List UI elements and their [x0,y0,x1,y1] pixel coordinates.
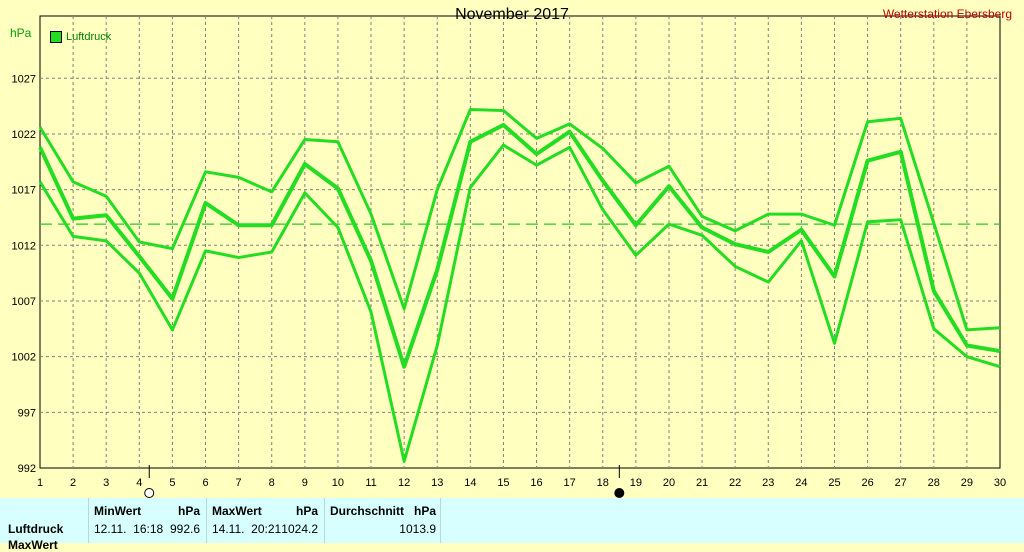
divider [324,498,325,543]
y-tick-label: 992 [18,463,36,475]
x-tick-label: 26 [861,477,873,489]
series-line-min [38,143,1001,463]
station-name: Wetterstation Ebersberg [882,7,1012,21]
y-tick-label: 1002 [12,352,36,364]
x-tick-label: 30 [994,477,1006,489]
x-tick-label: 28 [928,477,940,489]
stats-row-label: Luftdruck [8,522,64,536]
min-date: 12.11. 16:18 [94,522,164,536]
full-moon-icon [144,488,155,498]
x-tick-label: 19 [630,477,642,489]
avg-column: Durchschnitt hPa 1013.9 [330,498,436,543]
y-tick-label: 1007 [12,296,36,308]
x-tick-label: 20 [663,477,675,489]
min-value: 992.6 [169,522,200,536]
min-column: MinWert hPa 12.11. 16:18 992.6 [94,498,204,543]
max-date: 14.11. 20:21 [212,522,282,536]
y-tick-label: 1017 [12,185,36,197]
x-tick-label: 18 [597,477,609,489]
legend: Luftdruck [50,31,111,43]
x-tick-label: 13 [431,477,443,489]
x-tick-label: 15 [497,477,509,489]
y-axis-unit: hPa [10,26,32,40]
avg-unit: hPa [413,504,436,518]
plot-area [39,15,1001,469]
max-unit: hPa [295,504,318,518]
x-tick-label: 2 [70,477,76,489]
x-tick-label: 4 [136,477,142,489]
x-tick-label: 27 [895,477,907,489]
x-tick-label: 1 [37,477,43,489]
divider [440,498,441,543]
x-tick-label: 5 [169,477,175,489]
stats-panel: Luftdruck MaxWert MinWert hPa 12.11. 16:… [0,498,1024,552]
x-tick-label: 11 [365,477,376,489]
avg-header: Durchschnitt [330,504,405,518]
series-line-luftdruck [38,123,1001,369]
x-tick-label: 24 [795,477,807,489]
y-tick-label: 1027 [12,73,36,85]
x-tick-label: 6 [202,477,208,489]
y-tick-label: 997 [18,407,36,419]
x-tick-label: 16 [530,477,542,489]
divider [206,498,207,543]
x-tick-label: 7 [236,477,242,489]
x-tick-label: 10 [332,477,344,489]
x-tick-label: 9 [302,477,308,489]
legend-swatch [50,31,62,43]
series-line-max [38,107,1001,332]
x-tick-label: 8 [269,477,275,489]
divider [88,498,89,543]
x-tick-label: 22 [729,477,741,489]
stats-row2-label: MaxWert [8,538,58,552]
max-value: 1024.2 [281,522,318,536]
y-tick-label: 1022 [12,129,36,141]
x-tick-label: 29 [961,477,973,489]
min-header: MinWert [94,504,142,518]
chart-title: November 2017 [455,6,569,23]
new-moon-icon [614,488,625,498]
x-tick-label: 21 [696,477,708,489]
x-tick-label: 3 [103,477,109,489]
x-tick-label: 17 [564,477,576,489]
max-header: MaxWert [212,504,262,518]
x-tick-label: 12 [398,477,410,489]
avg-value: 1013.9 [399,522,436,536]
x-tick-label: 25 [828,477,840,489]
y-tick-label: 1012 [12,240,36,252]
legend-label: Luftdruck [66,31,112,43]
x-tick-label: 14 [464,477,476,489]
x-tick-label: 23 [762,477,774,489]
min-unit: hPa [177,504,200,518]
max-column: MaxWert hPa 14.11. 20:21 1024.2 [212,498,320,543]
